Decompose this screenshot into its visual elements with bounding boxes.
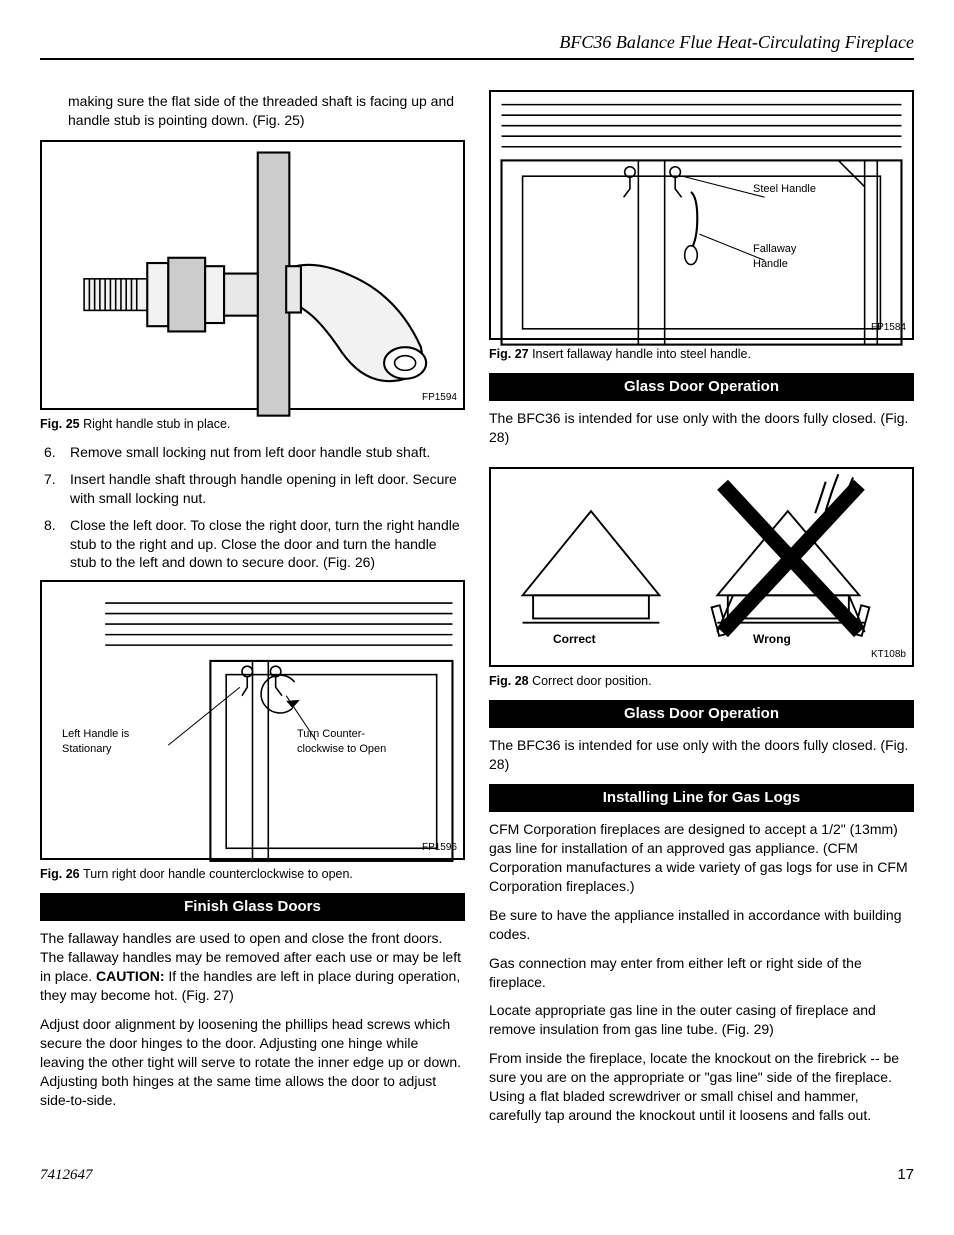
fig28-label-wrong: Wrong — [753, 631, 791, 647]
figure-25-svg — [42, 142, 463, 426]
left-column: making sure the flat side of the threade… — [40, 84, 465, 1135]
fig28-label-correct: Correct — [553, 631, 596, 647]
glass-para-2: The BFC36 is intended for use only with … — [489, 736, 914, 774]
figure-27-code: FP1584 — [871, 321, 906, 335]
page-footer: 7412647 17 — [40, 1165, 914, 1185]
gas-para-4: Locate appropriate gas line in the outer… — [489, 1001, 914, 1039]
glass-para-1: The BFC36 is intended for use only with … — [489, 409, 914, 447]
fig27-label-fallaway: Fallaway Handle — [753, 242, 823, 272]
figure-28-box: Correct Wrong KT108b — [489, 467, 914, 667]
section-glass-door-2: Glass Door Operation — [489, 700, 914, 728]
footer-docnum: 7412647 — [40, 1165, 93, 1185]
figure-28-svg — [491, 469, 912, 680]
footer-page: 17 — [897, 1165, 914, 1185]
instruction-steps: 6.Remove small locking nut from left doo… — [40, 443, 465, 572]
figure-27-svg — [491, 92, 912, 355]
gas-para-3: Gas connection may enter from either lef… — [489, 954, 914, 992]
finish-para-1: The fallaway handles are used to open an… — [40, 929, 465, 1005]
fig26-label-right: Turn Counter-clockwise to Open — [297, 727, 392, 757]
figure-27-box: Steel Handle Fallaway Handle FP1584 — [489, 90, 914, 340]
fig27-label-steel: Steel Handle — [753, 182, 816, 197]
figure-25-code: FP1594 — [422, 391, 457, 405]
figure-26-box: Left Handle is Stationary Turn Counter-c… — [40, 580, 465, 860]
figure-26-code: FP1596 — [422, 841, 457, 855]
gas-para-1: CFM Corporation fireplaces are designed … — [489, 820, 914, 896]
page-header-title: BFC36 Balance Flue Heat-Circulating Fire… — [40, 30, 914, 58]
gas-para-5: From inside the fireplace, locate the kn… — [489, 1049, 914, 1125]
figure-25-box: FP1594 — [40, 140, 465, 410]
section-installing-gas-line: Installing Line for Gas Logs — [489, 784, 914, 812]
figure-28-code: KT108b — [871, 648, 906, 662]
finish-para-2: Adjust door alignment by loosening the p… — [40, 1015, 465, 1109]
fig26-label-left: Left Handle is Stationary — [62, 727, 157, 757]
section-finish-glass-doors: Finish Glass Doors — [40, 893, 465, 921]
section-glass-door-1: Glass Door Operation — [489, 373, 914, 401]
intro-paragraph: making sure the flat side of the threade… — [40, 92, 465, 130]
right-column: Steel Handle Fallaway Handle FP1584 Fig.… — [489, 84, 914, 1135]
gas-para-2: Be sure to have the appliance installed … — [489, 906, 914, 944]
